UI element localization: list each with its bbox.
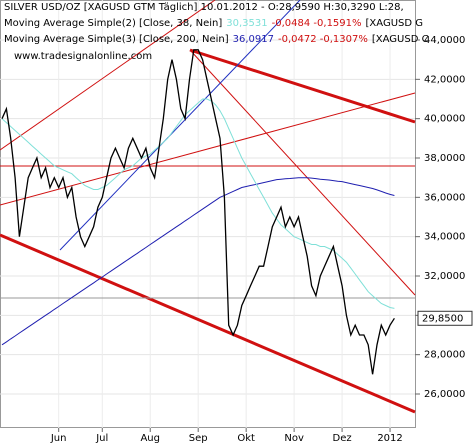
price-line xyxy=(1,49,395,375)
x-tick-label: 2012 xyxy=(377,433,402,444)
y-tick-label: 36,0000 xyxy=(424,192,465,203)
y-tick-label: 44,0000 xyxy=(424,35,465,46)
legend-name: Moving Average Simple(3) [Close, 200, Ne… xyxy=(4,34,229,45)
grid xyxy=(0,0,415,428)
trendline xyxy=(0,92,416,206)
trendline xyxy=(0,0,216,151)
watermark: www.tradesignalonline.com xyxy=(14,51,152,62)
x-tick-label: Nov xyxy=(284,433,304,444)
legend-symbol: [XAGUSD C xyxy=(372,34,429,45)
y-tick-label: 26,0000 xyxy=(424,389,465,400)
x-tick-label: Sep xyxy=(189,433,208,444)
legend-value: 36,0917 xyxy=(233,34,274,45)
y-tick-label: 42,0000 xyxy=(424,74,465,85)
trendline xyxy=(0,233,416,414)
trendline xyxy=(189,49,416,296)
trendlines xyxy=(0,0,416,414)
legend-change: -0,0472 -0,1307% xyxy=(278,34,368,45)
x-tick-label: Dez xyxy=(333,433,352,444)
plot-area xyxy=(0,0,416,428)
x-tick-label: Okt xyxy=(237,433,255,444)
legend-symbol: [XAGUSD G xyxy=(366,18,423,29)
series-layer xyxy=(1,49,395,375)
moving-average xyxy=(1,98,395,309)
trendline xyxy=(189,48,416,124)
x-tick-label: Jul xyxy=(95,433,108,444)
y-tick-label: 38,0000 xyxy=(424,153,465,164)
x-tick-label: Jun xyxy=(50,433,67,444)
legend-value: 30,3531 xyxy=(226,18,267,29)
legend-entry: Moving Average Simple(2) [Close, 38, Nei… xyxy=(4,18,423,29)
legend-name: Moving Average Simple(2) [Close, 38, Nei… xyxy=(4,18,222,29)
legend-entry: Moving Average Simple(3) [Close, 200, Ne… xyxy=(4,34,429,45)
price-tag xyxy=(417,310,473,326)
x-tick-label: Aug xyxy=(140,433,160,444)
y-tick-label: 40,0000 xyxy=(424,114,465,125)
trendline xyxy=(59,0,301,251)
y-tick-label: 32,0000 xyxy=(424,271,465,282)
legend-change: -0,0484 -0,1591% xyxy=(272,18,362,29)
y-tick-label: 28,0000 xyxy=(424,350,465,361)
chart-title: SILVER USD/OZ [XAGUSD GTM Täglich] 10.01… xyxy=(4,2,404,13)
moving-average xyxy=(1,177,395,346)
y-tick-label: 34,0000 xyxy=(424,232,465,243)
price-tag-label: 29,8500 xyxy=(422,313,463,324)
